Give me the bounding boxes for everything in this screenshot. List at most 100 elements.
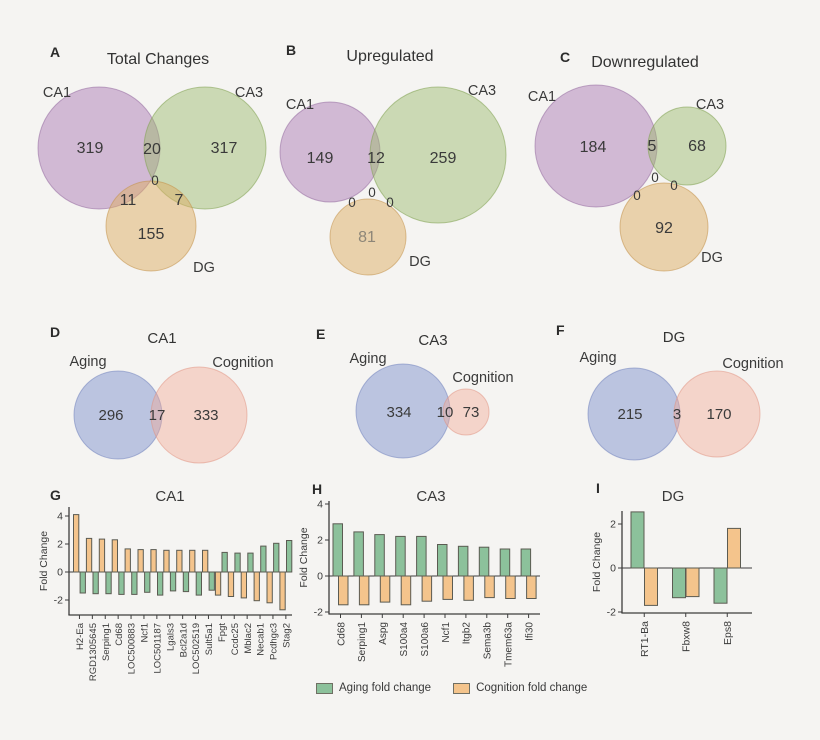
bar-aging — [234, 552, 241, 573]
venn-circle-dg — [329, 198, 407, 276]
bar-aging — [118, 571, 125, 595]
bar-aging — [457, 545, 469, 577]
panel-letter-g: G — [50, 487, 61, 503]
bar-aging — [416, 535, 427, 577]
gene-label: LOC500883 — [127, 623, 138, 674]
set-label-aging: Aging — [349, 351, 386, 367]
bar-cognition — [505, 575, 516, 599]
bar-cognition — [98, 538, 106, 573]
gene-label: RGD1305645 — [88, 623, 99, 681]
venn-count-ca1: 184 — [580, 139, 607, 156]
cognition-swatch-icon — [453, 682, 471, 694]
gene-label: Necab1 — [256, 623, 267, 656]
venn-count-ca3-dg: 0 — [670, 178, 678, 193]
y-tick-label: 2 — [317, 535, 323, 547]
venn-count-aging: 334 — [386, 404, 411, 421]
venn-count-ca1-ca3: 12 — [367, 150, 385, 167]
venn-circle-aging — [587, 367, 681, 461]
gene-label: Fbxw8 — [681, 621, 693, 652]
panel-letter-a: A — [50, 44, 60, 60]
gene-label: LOC502519 — [191, 623, 202, 674]
legend-item-aging: Aging fold change — [316, 682, 431, 694]
panel-d-ca1: D CA1 Aging Cognition 296 17 333 — [50, 324, 274, 464]
bar-aging — [195, 571, 202, 596]
gene-label: Cd68 — [336, 622, 347, 646]
bar-cognition — [202, 549, 209, 573]
bar-cognition — [400, 575, 412, 606]
venn-circle-cognition — [442, 388, 490, 436]
venn-circle-aging — [355, 363, 451, 459]
gene-label: Itgb2 — [462, 622, 473, 645]
venn-circle-ca3 — [369, 86, 507, 224]
bar-aging — [157, 571, 164, 596]
gene-label: Pcdhgc3 — [269, 623, 280, 660]
venn-count-overlap: 10 — [437, 404, 454, 421]
bar-cognition — [137, 549, 144, 573]
bar-aging — [79, 571, 86, 594]
set-label-ca1: CA1 — [528, 89, 556, 105]
venn-count-center: 0 — [151, 173, 159, 188]
y-tick-label: 0 — [610, 563, 616, 575]
bar-aging — [713, 567, 728, 604]
panel-title: Downregulated — [591, 54, 699, 71]
gene-label: Sult5a1 — [204, 623, 215, 655]
panel-letter-b: B — [286, 42, 296, 58]
bar-aging — [520, 548, 532, 577]
bar-aging — [169, 571, 177, 592]
panel-c-downregulated: C Downregulated CA1 CA3 DG 184 5 68 0 0 … — [528, 49, 727, 272]
panel-title: CA3 — [418, 332, 447, 349]
gene-label: Mblac2 — [243, 623, 254, 654]
y-axis-label: Fold Change — [38, 531, 50, 591]
gene-label: Serping1 — [101, 623, 112, 661]
venn-count-ca1-ca3: 5 — [648, 138, 657, 155]
gene-label: Ifi30 — [524, 622, 535, 641]
chart-title: DG — [662, 488, 685, 505]
gene-label: Lgals3 — [165, 623, 176, 651]
venn-circle-aging — [73, 370, 163, 460]
panel-letter-d: D — [50, 324, 60, 340]
bar-cognition — [150, 549, 157, 573]
y-tick-label: -2 — [54, 595, 63, 607]
bar-cognition — [526, 575, 537, 599]
bar-cognition — [111, 539, 118, 573]
venn-count-cognition: 73 — [463, 404, 480, 421]
gene-label: Aspg — [378, 622, 389, 645]
venn-count-center: 0 — [368, 185, 376, 200]
set-label-aging: Aging — [579, 350, 616, 366]
venn-count-ca3-dg: 7 — [175, 192, 184, 209]
bar-aging — [273, 542, 280, 573]
legend-label-aging: Aging fold change — [339, 682, 432, 694]
bar-aging — [92, 571, 99, 595]
set-label-ca3: CA3 — [468, 83, 496, 99]
bar-cognition — [727, 527, 741, 569]
gene-label: Sema3b — [483, 622, 494, 660]
bar-aging — [478, 546, 490, 577]
bar-cognition — [685, 567, 700, 598]
panel-title: Upregulated — [346, 48, 433, 65]
gene-label: Ncf1 — [140, 623, 151, 643]
venn-count-ca1-dg: 0 — [633, 188, 641, 203]
venn-count-aging: 296 — [98, 407, 123, 424]
bar-aging — [332, 523, 343, 577]
venn-count-cognition: 170 — [706, 406, 731, 423]
y-tick-label: 0 — [57, 567, 63, 579]
venn-count-ca3-dg: 0 — [386, 195, 394, 210]
bar-cognition — [266, 571, 273, 604]
bar-aging — [131, 571, 138, 595]
set-label-cognition: Cognition — [722, 356, 783, 372]
bar-aging — [221, 551, 228, 573]
bar-cognition — [124, 548, 131, 573]
set-label-aging: Aging — [69, 354, 106, 370]
bar-cognition — [73, 514, 80, 573]
panel-f-dg: F DG Aging Cognition 215 3 170 — [556, 322, 784, 461]
bar-cognition — [463, 575, 474, 601]
venn-count-dg: 81 — [358, 229, 376, 246]
y-tick-label: 0 — [317, 571, 323, 583]
bar-aging — [395, 535, 406, 577]
gene-label: Stag2 — [281, 623, 292, 648]
set-label-dg: DG — [409, 254, 431, 270]
gene-label: Tmem63a — [504, 622, 515, 667]
bar-aging — [672, 567, 686, 599]
panel-a-total-changes: A Total Changes CA1 CA3 DG 319 20 317 0 … — [37, 44, 267, 276]
